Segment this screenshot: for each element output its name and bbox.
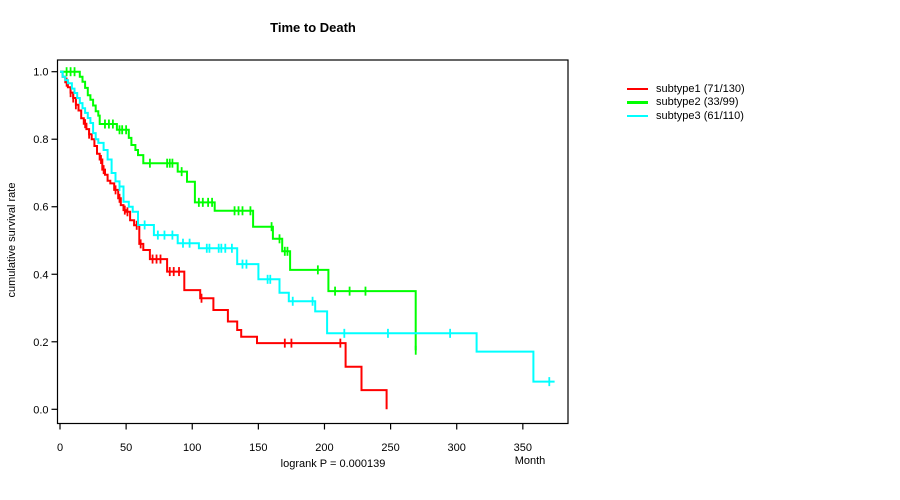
legend-label: subtype3 (61/110)	[656, 109, 744, 122]
x-tick-label: 150	[249, 442, 267, 454]
censor-marks-subtype3	[118, 181, 551, 387]
x-tick-label: 50	[120, 442, 132, 454]
legend-item-subtype3: subtype3 (61/110)	[627, 109, 745, 123]
chart-title: Time to Death	[270, 20, 356, 35]
y-axis-ticks: 0.0 0.2 0.4 0.6 0.8 1.0	[33, 67, 58, 416]
x-tick-label: 350	[514, 442, 532, 454]
survival-curve-subtype3	[60, 70, 555, 383]
legend-item-subtype2: subtype2 (33/99)	[627, 96, 745, 110]
y-tick-label: 1.0	[33, 67, 48, 79]
x-tick-label: 250	[381, 442, 399, 454]
legend-line-subtype3	[627, 114, 648, 117]
x-tick-label: 200	[315, 442, 333, 454]
legend-label: subtype2 (33/99)	[656, 96, 739, 109]
x-tick-label: 300	[448, 442, 466, 454]
y-tick-label: 0.4	[33, 269, 48, 281]
plot-box	[56, 59, 569, 425]
x-tick-label: 100	[183, 442, 201, 454]
y-axis-label: cumulative survival rate	[6, 182, 18, 298]
legend-item-subtype1: subtype1 (71/130)	[627, 82, 745, 96]
y-tick-label: 0.6	[33, 202, 48, 214]
survival-curve-subtype2	[60, 70, 417, 351]
censor-marks-subtype2	[65, 67, 417, 355]
logrank-pvalue-text: logrank P = 0.000139	[280, 458, 386, 470]
x-tick-label: 0	[57, 442, 63, 454]
legend-label: subtype1 (71/130)	[656, 82, 745, 95]
x-axis-ticks: 0 50 100 150 200 250 300 350	[57, 423, 532, 454]
survival-curve-subtype1	[60, 70, 388, 410]
x-axis-unit-label: Month	[514, 455, 546, 467]
y-tick-label: 0.8	[33, 134, 48, 146]
legend-line-subtype2	[627, 101, 648, 104]
y-tick-label: 0.0	[33, 404, 48, 416]
legend-line-subtype1	[627, 87, 648, 90]
legend: subtype1 (71/130) subtype2 (33/99) subtype…	[627, 82, 745, 123]
censor-marks-subtype1	[65, 77, 342, 348]
y-tick-label: 0.2	[33, 337, 48, 349]
